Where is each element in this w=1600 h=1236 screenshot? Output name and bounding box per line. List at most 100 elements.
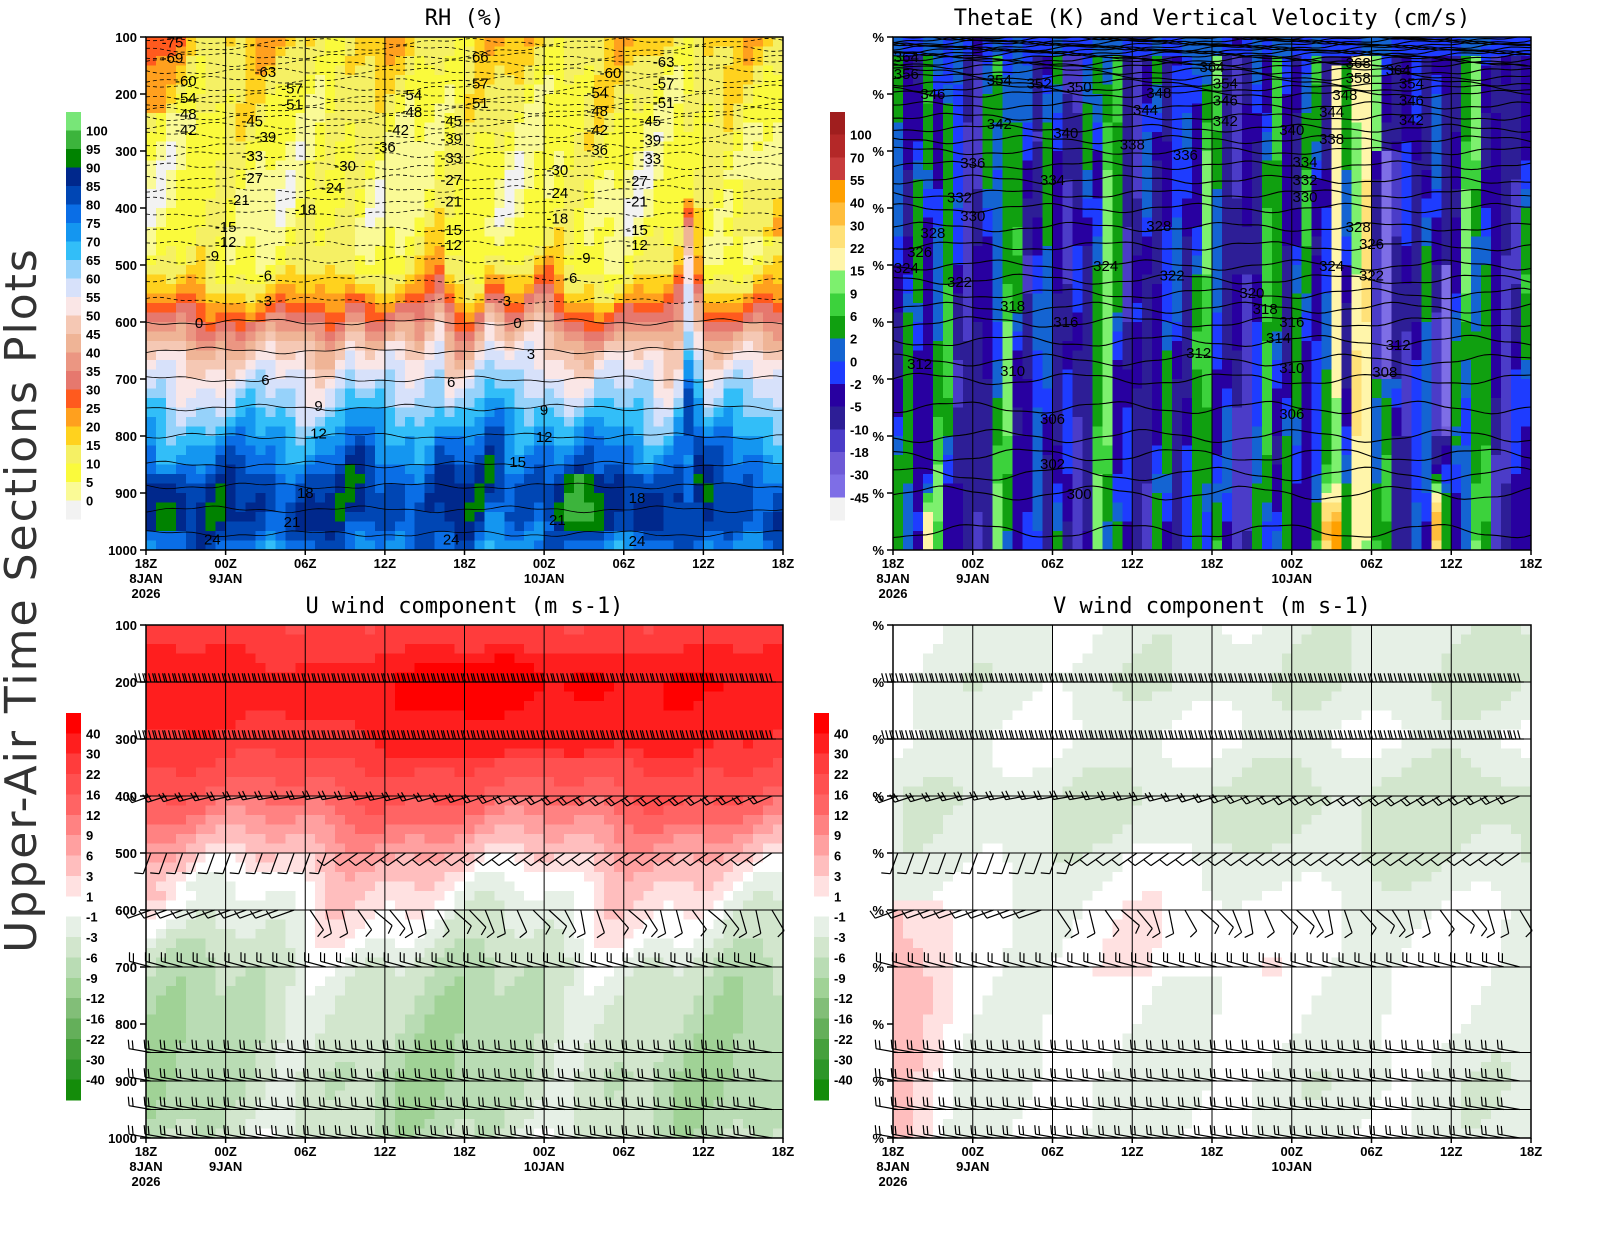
field-cell (683, 151, 695, 162)
field-cell (903, 255, 914, 266)
field-cell (245, 398, 257, 409)
field-cell (554, 464, 565, 475)
field-cell (384, 246, 396, 257)
field-cell (1052, 388, 1064, 399)
field-cell (673, 160, 685, 171)
field-cell (335, 255, 346, 266)
field-cell (763, 512, 774, 523)
field-cell (434, 274, 446, 285)
field-cell (295, 464, 306, 475)
field-cell (484, 217, 495, 228)
field-cell (763, 160, 774, 171)
field-cell (165, 132, 177, 143)
field-cell (514, 246, 525, 257)
field-cell (424, 426, 436, 437)
field-cell (464, 151, 476, 162)
field-cell (175, 179, 187, 190)
field-cell (763, 284, 774, 295)
field-cell (424, 189, 436, 200)
field-cell (534, 65, 545, 76)
field-cell (1022, 369, 1034, 380)
field-cell (215, 198, 227, 209)
field-cell (544, 293, 555, 304)
field-cell (1082, 483, 1093, 494)
field-cell (464, 236, 476, 247)
field-cell (295, 379, 306, 390)
field-cell (723, 189, 734, 200)
field-cell (912, 436, 924, 447)
field-cell (773, 56, 784, 67)
field-cell (693, 398, 704, 409)
field-cell (434, 312, 446, 323)
field-cell (723, 417, 734, 428)
field-cell (335, 417, 346, 428)
field-cell (1122, 246, 1133, 257)
field-cell (663, 284, 675, 295)
field-cell (464, 189, 476, 200)
field-cell (394, 521, 406, 532)
field-cell (743, 369, 754, 380)
field-cell (1012, 217, 1024, 228)
field-cell (653, 179, 665, 190)
field-cell (245, 151, 257, 162)
field-cell (374, 540, 386, 551)
field-cell (763, 227, 774, 238)
field-cell (893, 521, 904, 532)
field-cell (484, 255, 495, 266)
field-cell (394, 341, 406, 352)
field-cell (623, 521, 635, 532)
field-cell (773, 322, 784, 333)
field-cell (554, 436, 565, 447)
field-cell (325, 483, 336, 494)
field-cell (544, 113, 555, 124)
field-cell (623, 426, 635, 437)
field-cell (444, 502, 456, 513)
field-cell (315, 341, 326, 352)
field-cell (494, 151, 505, 162)
field-cell (713, 331, 724, 342)
field-cell (444, 37, 456, 48)
field-cell (1052, 445, 1064, 456)
field-cell (225, 540, 237, 551)
field-cell (1112, 407, 1123, 418)
contour-label: -57 (653, 76, 675, 93)
field-cell (444, 84, 456, 95)
field-cell (1002, 179, 1014, 190)
field-cell (773, 531, 784, 542)
field-cell (404, 46, 416, 57)
field-cell (215, 322, 227, 333)
field-cell (603, 217, 615, 228)
field-cell (1112, 293, 1123, 304)
field-cell (693, 303, 704, 314)
field-cell (653, 502, 665, 513)
field-cell (952, 417, 964, 428)
field-cell (414, 312, 426, 323)
field-cell (444, 132, 456, 143)
field-cell (912, 455, 924, 466)
field-cell (683, 170, 695, 181)
colorbar-swatch (66, 130, 81, 150)
field-cell (1062, 227, 1074, 238)
field-cell (693, 179, 704, 190)
field-cell (265, 350, 276, 361)
field-cell (414, 103, 426, 114)
field-cell (1082, 227, 1093, 238)
field-cell (146, 122, 157, 133)
field-cell (285, 379, 296, 390)
x-tick-sublabel: 10JAN (524, 571, 564, 586)
field-cell (972, 46, 984, 57)
field-cell (275, 407, 286, 418)
field-cell (753, 303, 764, 314)
field-cell (1102, 426, 1113, 437)
field-cell (1122, 407, 1133, 418)
field-cell (355, 132, 366, 143)
field-cell (1022, 464, 1034, 475)
field-cell (404, 483, 416, 494)
field-cell (613, 512, 625, 523)
field-cell (514, 483, 525, 494)
field-cell (434, 94, 446, 105)
field-cell (235, 388, 247, 399)
field-cell (733, 398, 744, 409)
field-cell (912, 322, 924, 333)
field-cell (494, 179, 505, 190)
